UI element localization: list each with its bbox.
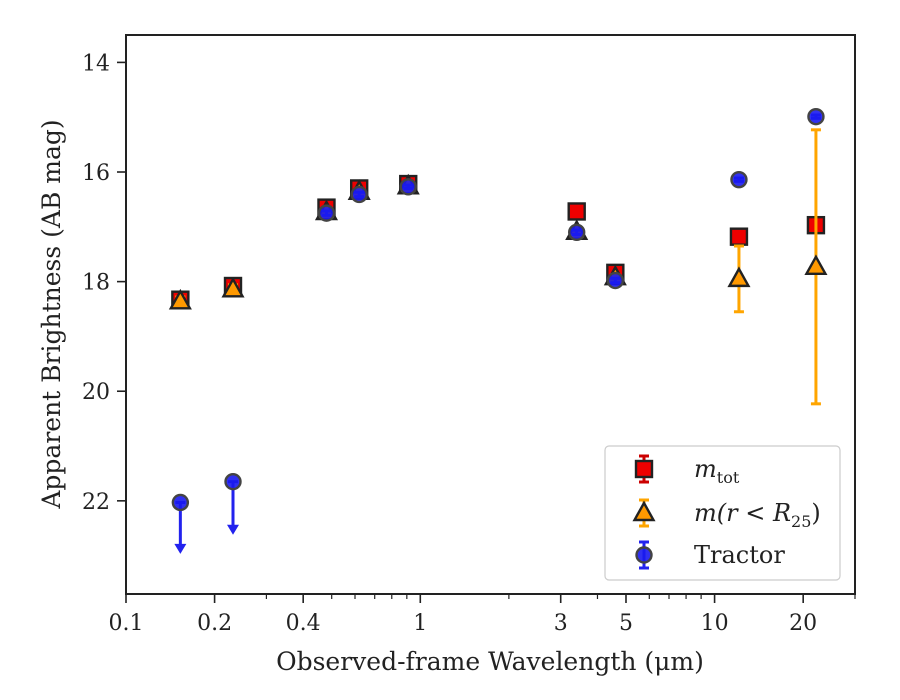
legend-label: Tractor (694, 541, 785, 569)
y-tick-label: 22 (82, 490, 110, 515)
data-point-circle (606, 271, 625, 290)
data-point-circle (317, 204, 336, 222)
series-1 (168, 128, 828, 406)
data-point-square (729, 227, 749, 246)
x-tick-label: 10 (701, 611, 729, 636)
legend-marker-triangle (632, 500, 656, 522)
data-point-circle (730, 170, 748, 189)
data-point-triangle (221, 276, 245, 298)
y-tick-label: 14 (82, 51, 110, 76)
legend-marker-circle (635, 546, 653, 564)
plot-layer (168, 107, 828, 554)
data-point-triangle (168, 288, 192, 310)
legend-box (604, 445, 841, 581)
x-tick-label: 1 (413, 611, 427, 636)
x-tick-label: 0.4 (286, 611, 321, 636)
x-axis-label: Observed-frame Wavelength (μm) (276, 647, 704, 676)
upper-limit-arrow-head (174, 543, 187, 554)
plot-frame (125, 34, 856, 595)
legend-label: mtot (694, 455, 740, 487)
x-tick-label: 5 (619, 611, 633, 636)
data-point-circle (568, 223, 586, 241)
data-point-square (567, 202, 586, 221)
data-point-circle (399, 178, 417, 196)
y-tick-label: 18 (82, 271, 110, 296)
x-tick-label: 20 (789, 611, 817, 636)
x-tick-label: 0.1 (109, 611, 144, 636)
upper-limit-arrow-head (227, 524, 240, 535)
axis-ticks: 0.1 0.2 0.4 1 3 5 10 20 14 16 18 20 22 (82, 51, 856, 636)
y-axis-label: Apparent Brightness (AB mag) (37, 119, 66, 509)
data-point-circle (224, 472, 242, 491)
series-2 (171, 107, 825, 554)
data-point-circle (807, 107, 825, 126)
data-point-circle (171, 493, 190, 512)
series-0 (171, 174, 826, 309)
y-tick-label: 16 (82, 161, 110, 186)
y-tick-label: 20 (82, 380, 110, 405)
x-tick-label: 0.2 (197, 611, 232, 636)
data-point-circle (350, 185, 368, 204)
x-tick-label: 3 (554, 611, 568, 636)
data-point-triangle (804, 254, 828, 276)
data-point-triangle (727, 266, 751, 288)
legend: mtot m(r < R25) Tractor (604, 445, 841, 581)
legend-label: m(r < R25) (694, 499, 821, 531)
legend-marker-square (634, 459, 654, 479)
